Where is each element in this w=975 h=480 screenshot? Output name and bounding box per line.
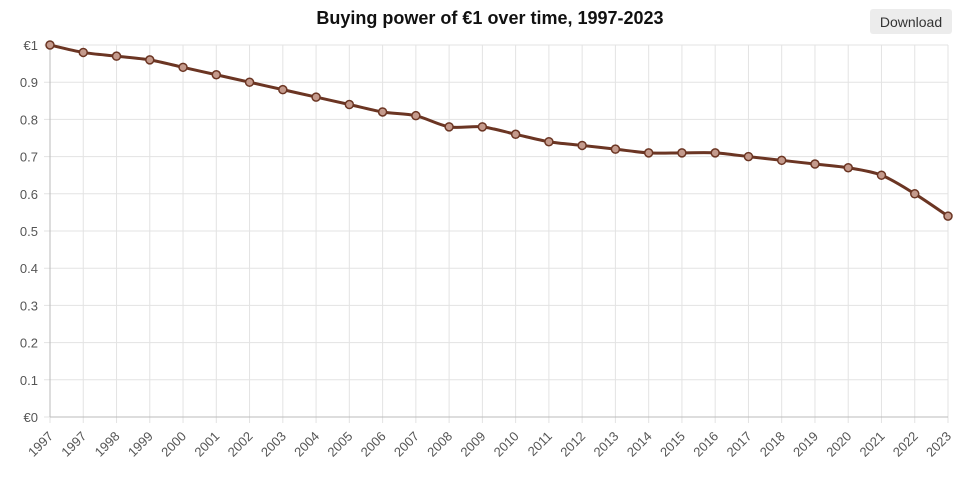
data-point[interactable] bbox=[145, 55, 155, 65]
x-tick-label: 2003 bbox=[258, 429, 289, 460]
y-tick-label: €0 bbox=[24, 410, 38, 425]
data-point[interactable] bbox=[544, 136, 554, 147]
x-tick-label: 2020 bbox=[823, 429, 854, 460]
x-tick-label: 2001 bbox=[191, 429, 222, 460]
data-point[interactable] bbox=[411, 110, 421, 121]
data-point[interactable] bbox=[78, 47, 89, 58]
y-tick-label: 0.8 bbox=[20, 112, 38, 127]
data-point[interactable] bbox=[211, 70, 222, 80]
chart-title: Buying power of €1 over time, 1997-2023 bbox=[316, 8, 664, 28]
y-tick-label: 0.9 bbox=[20, 75, 38, 90]
x-tick-label: 2012 bbox=[557, 429, 588, 460]
x-tick-label: 2005 bbox=[324, 429, 355, 460]
series-layer bbox=[45, 40, 953, 221]
data-point[interactable] bbox=[444, 122, 454, 132]
x-tick-label: 2011 bbox=[525, 429, 555, 459]
download-button[interactable]: Download bbox=[870, 9, 952, 34]
series-line bbox=[49, 43, 949, 218]
data-point[interactable] bbox=[610, 144, 621, 154]
data-point[interactable] bbox=[743, 151, 754, 162]
x-tick-label: 2006 bbox=[358, 429, 389, 460]
x-tick-label: 2008 bbox=[424, 429, 455, 460]
x-tick-label: 1998 bbox=[92, 429, 123, 460]
x-tick-label: 2009 bbox=[457, 429, 488, 460]
y-tick-label: 0.5 bbox=[20, 224, 38, 239]
x-tick-label: 2010 bbox=[491, 429, 522, 460]
data-point[interactable] bbox=[510, 129, 521, 140]
x-tick-label: 2013 bbox=[590, 429, 621, 460]
y-tick-label: 0.4 bbox=[20, 261, 38, 276]
data-point[interactable] bbox=[377, 107, 388, 117]
x-tick-label: 2002 bbox=[225, 429, 256, 460]
data-point[interactable] bbox=[810, 159, 820, 169]
data-point[interactable] bbox=[843, 163, 853, 173]
data-point[interactable] bbox=[876, 170, 887, 180]
y-tick-label: 0.6 bbox=[20, 187, 38, 202]
data-point[interactable] bbox=[278, 84, 288, 95]
x-tick-label: 2015 bbox=[657, 429, 688, 460]
x-tick-label: 2007 bbox=[391, 429, 422, 460]
x-tick-label: 2017 bbox=[724, 429, 755, 460]
x-tick-label: 2021 bbox=[857, 429, 888, 460]
y-tick-label: 0.3 bbox=[20, 298, 38, 313]
y-tick-label: 0.2 bbox=[20, 336, 38, 351]
data-point[interactable] bbox=[577, 140, 587, 151]
data-point[interactable] bbox=[710, 148, 720, 158]
x-tick-label: 1997 bbox=[58, 429, 89, 460]
data-point[interactable] bbox=[178, 62, 188, 73]
data-point[interactable] bbox=[344, 99, 355, 110]
x-tick-label: 2022 bbox=[890, 429, 921, 460]
y-tick-label: 0.7 bbox=[20, 150, 38, 165]
x-tick-label: 2004 bbox=[291, 429, 322, 460]
x-tick-label: 2014 bbox=[624, 429, 655, 460]
data-point[interactable] bbox=[477, 122, 488, 132]
data-point[interactable] bbox=[909, 189, 920, 199]
data-point[interactable] bbox=[643, 148, 654, 158]
x-tick-label: 1999 bbox=[125, 429, 156, 460]
data-point[interactable] bbox=[677, 148, 687, 158]
data-point[interactable] bbox=[311, 92, 321, 102]
x-tick-label: 2000 bbox=[158, 429, 189, 460]
axes bbox=[49, 45, 948, 418]
x-tick-label: 2019 bbox=[790, 429, 821, 460]
y-tick-label: €1 bbox=[24, 38, 38, 53]
x-tick-label: 2016 bbox=[690, 429, 721, 460]
data-point[interactable] bbox=[111, 51, 122, 61]
data-point[interactable] bbox=[244, 77, 255, 87]
x-tick-label: 2018 bbox=[757, 429, 788, 460]
y-tick-label: 0.1 bbox=[20, 373, 38, 388]
data-point[interactable] bbox=[943, 211, 953, 221]
x-tick-label: 1997 bbox=[25, 429, 56, 460]
data-point[interactable] bbox=[776, 155, 787, 166]
grid-lines bbox=[44, 44, 949, 423]
x-tick-label: 2023 bbox=[923, 429, 954, 460]
data-point[interactable] bbox=[45, 40, 55, 50]
